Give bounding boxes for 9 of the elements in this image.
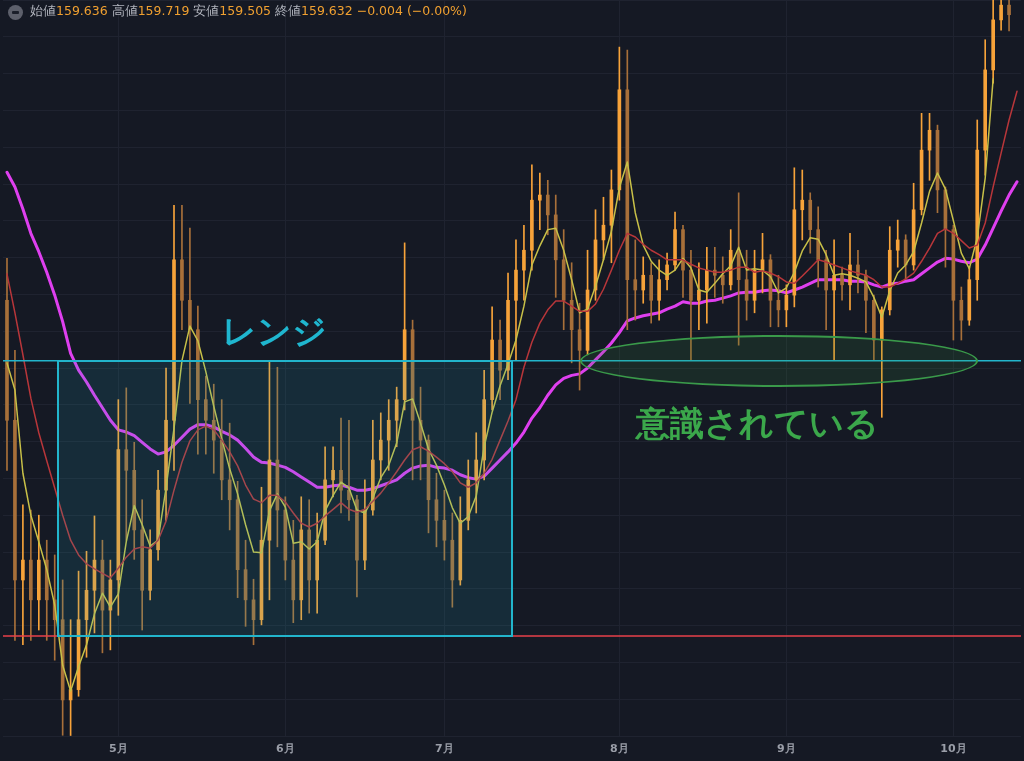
x-tick-label: 9月: [777, 742, 796, 756]
x-tick-label: 10月: [940, 742, 967, 756]
annotation: レンジ: [222, 311, 327, 352]
x-tick-label: 7月: [435, 742, 454, 756]
x-tick-label: 5月: [109, 742, 128, 756]
annotation: 始値159.636 高値159.719 安値159.505 終値159.632 −0.004 (−0.00%): [30, 3, 467, 18]
annotation: 意識されている: [636, 403, 879, 444]
x-tick-label: 6月: [276, 742, 295, 756]
x-tick-label: 8月: [610, 742, 629, 756]
